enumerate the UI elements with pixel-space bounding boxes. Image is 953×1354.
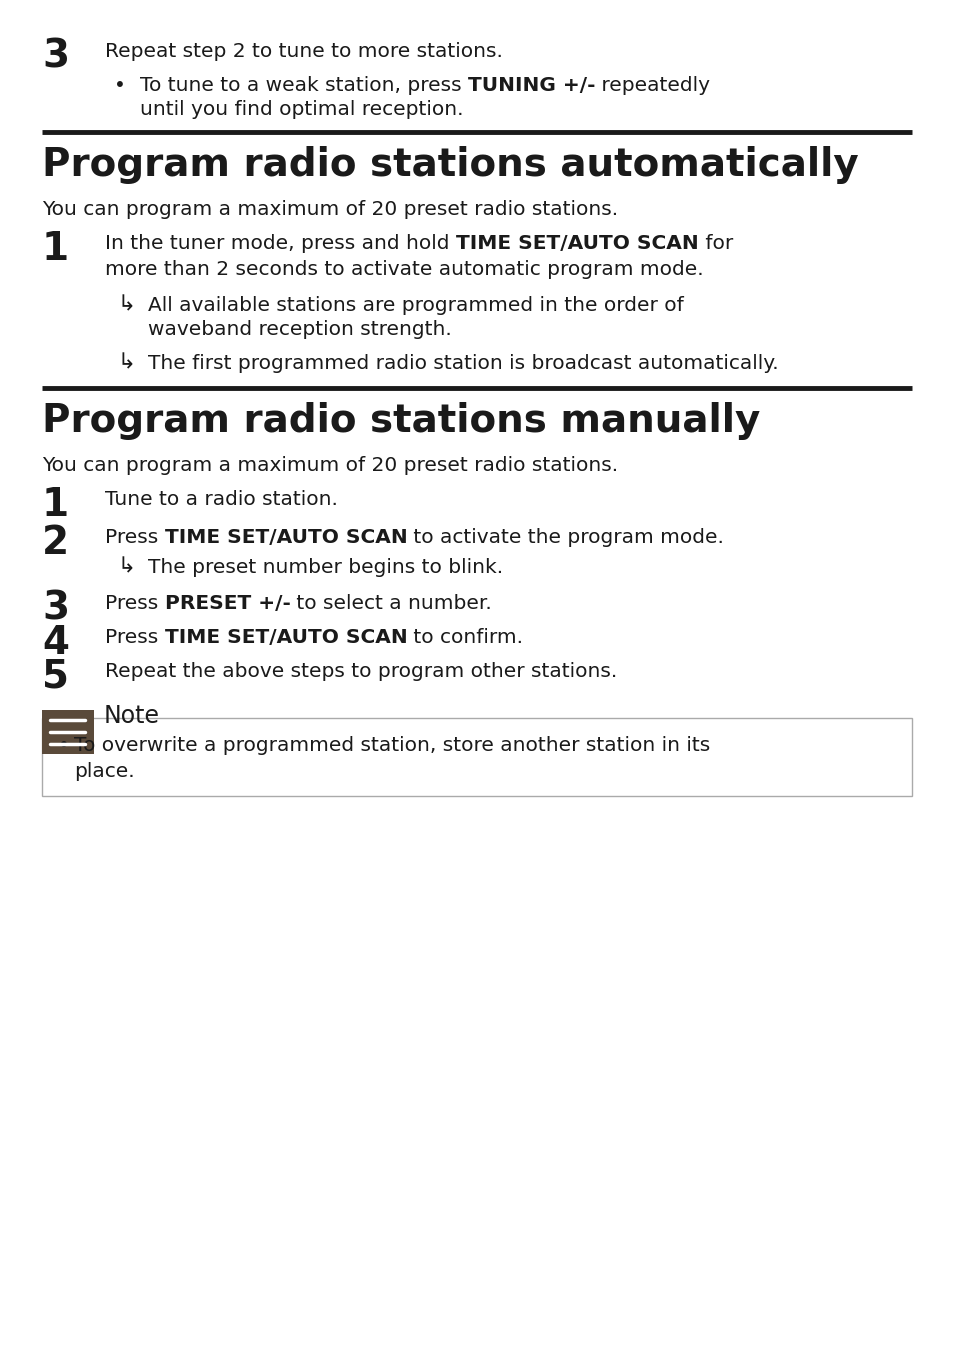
Text: TIME SET/AUTO SCAN: TIME SET/AUTO SCAN xyxy=(165,628,407,647)
Text: Program radio stations automatically: Program radio stations automatically xyxy=(42,146,858,184)
Text: To overwrite a programmed station, store another station in its: To overwrite a programmed station, store… xyxy=(74,737,709,756)
Text: 4: 4 xyxy=(42,624,69,662)
Text: more than 2 seconds to activate automatic program mode.: more than 2 seconds to activate automati… xyxy=(105,260,703,279)
Text: waveband reception strength.: waveband reception strength. xyxy=(148,320,452,338)
Text: repeatedly: repeatedly xyxy=(595,76,710,95)
Text: The first programmed radio station is broadcast automatically.: The first programmed radio station is br… xyxy=(148,353,778,372)
Text: until you find optimal reception.: until you find optimal reception. xyxy=(140,100,463,119)
Text: place.: place. xyxy=(74,762,134,781)
Text: Press: Press xyxy=(105,528,165,547)
Text: TIME SET/AUTO SCAN: TIME SET/AUTO SCAN xyxy=(165,528,407,547)
Text: TIME SET/AUTO SCAN: TIME SET/AUTO SCAN xyxy=(456,234,698,253)
Text: To tune to a weak station, press: To tune to a weak station, press xyxy=(140,76,468,95)
Text: for: for xyxy=(698,234,732,253)
Text: All available stations are programmed in the order of: All available stations are programmed in… xyxy=(148,297,683,315)
Text: 5: 5 xyxy=(42,658,69,696)
Text: to select a number.: to select a number. xyxy=(291,594,492,613)
Text: Note: Note xyxy=(104,704,160,728)
Text: You can program a maximum of 20 preset radio stations.: You can program a maximum of 20 preset r… xyxy=(42,456,618,475)
Text: You can program a maximum of 20 preset radio stations.: You can program a maximum of 20 preset r… xyxy=(42,200,618,219)
Text: •: • xyxy=(58,737,70,756)
Text: to confirm.: to confirm. xyxy=(407,628,523,647)
Text: 3: 3 xyxy=(42,38,69,76)
Text: ↳: ↳ xyxy=(118,294,136,314)
Text: 3: 3 xyxy=(42,590,69,628)
Text: The preset number begins to blink.: The preset number begins to blink. xyxy=(148,558,502,577)
Text: Repeat step 2 to tune to more stations.: Repeat step 2 to tune to more stations. xyxy=(105,42,502,61)
Text: Press: Press xyxy=(105,628,165,647)
Text: ↳: ↳ xyxy=(118,352,136,372)
Text: Tune to a radio station.: Tune to a radio station. xyxy=(105,490,337,509)
Bar xyxy=(42,709,94,754)
Bar xyxy=(42,718,911,796)
Text: 1: 1 xyxy=(42,486,69,524)
Text: ↳: ↳ xyxy=(118,556,136,575)
Text: In the tuner mode, press and hold: In the tuner mode, press and hold xyxy=(105,234,456,253)
Text: PRESET +/-: PRESET +/- xyxy=(165,594,291,613)
Text: Program radio stations manually: Program radio stations manually xyxy=(42,402,760,440)
Text: 2: 2 xyxy=(42,524,69,562)
Text: Press: Press xyxy=(105,594,165,613)
Text: to activate the program mode.: to activate the program mode. xyxy=(407,528,723,547)
Text: Repeat the above steps to program other stations.: Repeat the above steps to program other … xyxy=(105,662,617,681)
Text: 1: 1 xyxy=(42,230,69,268)
Text: TUNING +/-: TUNING +/- xyxy=(468,76,595,95)
Text: •: • xyxy=(113,76,126,95)
